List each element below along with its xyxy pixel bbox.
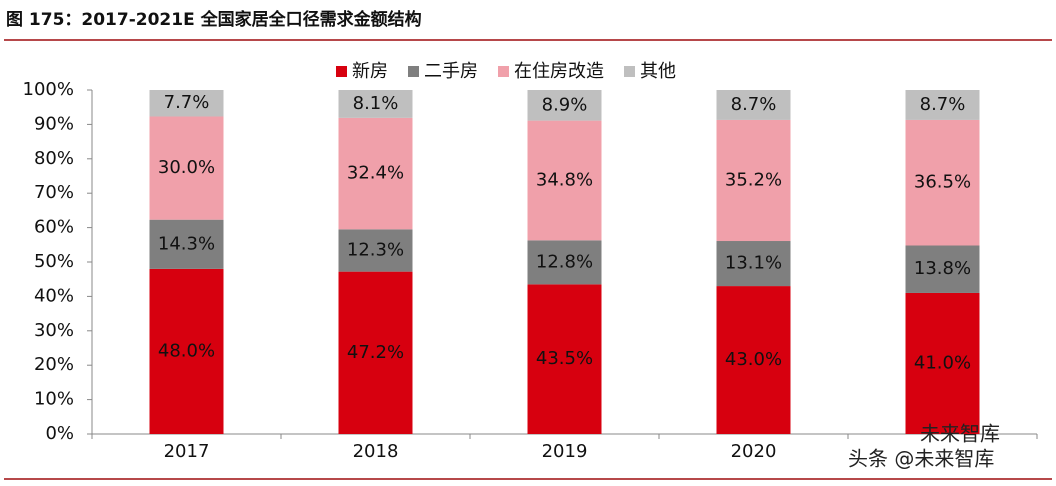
y-tick-label: 50%: [34, 251, 74, 272]
watermark: 未来智库: [920, 422, 1000, 446]
bar-segment: [716, 241, 791, 287]
x-tick-label: 2017: [164, 441, 210, 462]
y-tick-label: 20%: [34, 354, 74, 375]
legend-label: 在住房改造: [514, 61, 604, 82]
data-label: 8.1%: [353, 93, 399, 114]
legend-swatch: [336, 66, 347, 77]
data-label: 41.0%: [914, 352, 971, 373]
data-label: 13.1%: [725, 253, 782, 274]
chart-title: 图 175：2017-2021E 全国家居全口径需求金额结构: [6, 9, 422, 30]
data-label: 13.8%: [914, 258, 971, 279]
y-tick-label: 60%: [34, 217, 74, 238]
data-label: 48.0%: [158, 340, 215, 361]
y-tick-label: 70%: [34, 182, 74, 203]
legend-label: 二手房: [424, 61, 478, 82]
data-label: 36.5%: [914, 172, 971, 193]
data-label: 12.8%: [536, 251, 593, 272]
data-label: 43.5%: [536, 348, 593, 369]
data-label: 8.7%: [920, 94, 966, 115]
data-label: 7.7%: [164, 92, 210, 113]
bar-segment: [527, 240, 602, 285]
data-label: 34.8%: [536, 169, 593, 190]
y-tick-label: 80%: [34, 148, 74, 169]
x-tick-label: 2019: [542, 441, 588, 462]
bar-segment: [905, 119, 980, 246]
data-label: 43.0%: [725, 349, 782, 370]
bar-segment: [716, 90, 791, 120]
legend-swatch: [624, 66, 635, 77]
x-tick-label: 2018: [353, 441, 399, 462]
legend-label: 其他: [640, 61, 676, 82]
bar-segment: [149, 219, 224, 269]
data-label: 12.3%: [347, 239, 404, 260]
bar-segment: [149, 116, 224, 220]
bar-segment: [716, 119, 791, 242]
bar-segment: [905, 245, 980, 293]
y-tick-label: 100%: [23, 79, 74, 100]
data-label: 8.9%: [542, 94, 588, 115]
x-tick-label: 2020: [731, 441, 777, 462]
bar-segment: [527, 90, 602, 121]
bar-segment: [905, 90, 980, 120]
data-label: 8.7%: [731, 94, 777, 115]
legend-swatch: [498, 66, 509, 77]
y-tick-label: 40%: [34, 285, 74, 306]
bar-segment: [338, 117, 413, 230]
legend-swatch: [408, 66, 419, 77]
y-tick-label: 90%: [34, 113, 74, 134]
legend-label: 新房: [352, 61, 388, 82]
bar-segment: [527, 120, 602, 241]
bar-segment: [527, 284, 602, 434]
bar-segment: [338, 271, 413, 434]
bar-segment: [905, 292, 980, 434]
y-tick-label: 30%: [34, 320, 74, 341]
data-label: 30.0%: [158, 157, 215, 178]
data-label: 32.4%: [347, 163, 404, 184]
bar-segment: [149, 268, 224, 434]
bar-segment: [338, 90, 413, 118]
plot: 0% 10% 20% 30% 40% 50% 60% 70% 80% 90% 100% 2017 48.…: [23, 61, 1038, 462]
data-label: 14.3%: [158, 233, 215, 254]
data-label: 47.2%: [347, 342, 404, 363]
y-tick-label: 10%: [34, 389, 74, 410]
bar-segment: [149, 90, 224, 117]
y-tick-label: 0%: [45, 423, 74, 444]
bar-segment: [716, 286, 791, 434]
bar-segment: [338, 229, 413, 272]
data-label: 35.2%: [725, 169, 782, 190]
watermark: 头条 @未来智库: [848, 447, 994, 471]
